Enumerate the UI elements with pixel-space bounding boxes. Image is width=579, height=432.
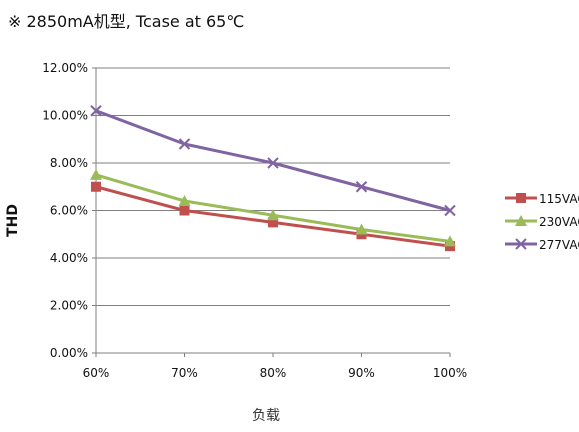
data-point bbox=[90, 105, 102, 117]
x-axis-label: 负载 bbox=[252, 408, 280, 424]
series-277VAC bbox=[90, 105, 456, 217]
data-point bbox=[444, 235, 456, 247]
y-axis-label: THD bbox=[5, 204, 21, 237]
y-tick-label: 10.00% bbox=[42, 109, 88, 123]
x-tick-label: 60% bbox=[83, 366, 110, 380]
data-point bbox=[515, 215, 527, 226]
series-line bbox=[95, 109, 451, 212]
legend-entry: 230VAC bbox=[505, 215, 579, 229]
x-tick-label: 70% bbox=[171, 366, 198, 380]
y-tick-label: 8.00% bbox=[50, 156, 88, 170]
legend-label: 230VAC bbox=[539, 215, 579, 229]
data-point bbox=[178, 138, 191, 150]
data-point bbox=[91, 181, 101, 192]
data-point bbox=[268, 217, 278, 228]
y-tick-label: 0.00% bbox=[50, 346, 88, 360]
data-point bbox=[516, 193, 526, 203]
series-line bbox=[95, 173, 451, 243]
x-tick-label: 100% bbox=[433, 366, 467, 380]
data-point bbox=[355, 181, 368, 193]
y-tick-label: 12.00% bbox=[42, 61, 88, 75]
x-tick-label: 90% bbox=[348, 366, 375, 380]
legend-entry: 277VAC bbox=[505, 238, 579, 252]
y-tick-label: 4.00% bbox=[50, 251, 88, 265]
legend-label: 115VAC bbox=[539, 192, 579, 206]
data-point bbox=[267, 209, 279, 221]
data-point bbox=[178, 195, 191, 206]
legend-label: 277VAC bbox=[539, 238, 579, 252]
data-point bbox=[515, 238, 527, 250]
chart-title: ※ 2850mA机型, Tcase at 65℃ bbox=[8, 12, 245, 31]
data-point bbox=[444, 204, 456, 217]
y-tick-label: 6.00% bbox=[50, 204, 88, 218]
x-tick-label: 80% bbox=[260, 366, 287, 380]
data-point bbox=[267, 157, 279, 169]
series-230VAC bbox=[90, 168, 456, 247]
legend-entry: 115VAC bbox=[505, 192, 579, 206]
data-point bbox=[90, 168, 102, 180]
data-point bbox=[355, 223, 368, 235]
data-point bbox=[179, 205, 190, 216]
y-tick-label: 2.00% bbox=[50, 299, 88, 313]
